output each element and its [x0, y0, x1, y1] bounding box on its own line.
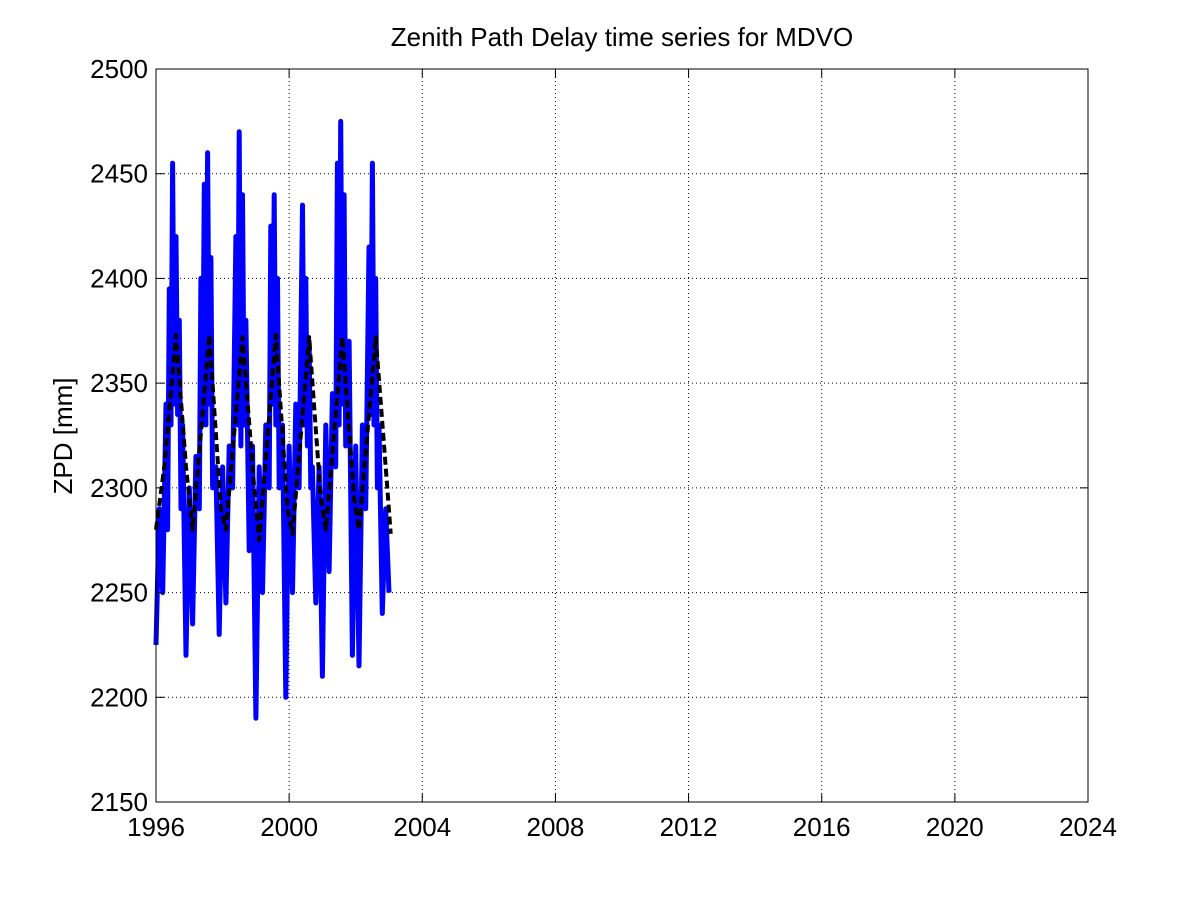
series-line-dashed	[154, 333, 393, 543]
y-tick-label: 2200	[90, 682, 148, 712]
y-tick-label: 2250	[90, 578, 148, 608]
y-tick-label: 2150	[90, 787, 148, 817]
y-tick-label: 2300	[90, 473, 148, 503]
y-tick-label: 2400	[90, 263, 148, 293]
x-tick-label: 2000	[260, 812, 318, 842]
x-tick-label: 2020	[926, 812, 984, 842]
y-tick-label: 2500	[90, 54, 148, 84]
x-tick-label: 1996	[127, 812, 185, 842]
chart-title: Zenith Path Delay time series for MDVO	[391, 22, 853, 52]
y-axis-label: ZPD [mm]	[48, 378, 78, 495]
x-tick-label: 2004	[393, 812, 451, 842]
y-tick-label: 2350	[90, 368, 148, 398]
plot-frame	[155, 68, 1089, 803]
grid	[156, 69, 1088, 802]
x-tick-label: 2016	[793, 812, 851, 842]
x-tick-label: 2024	[1059, 812, 1117, 842]
x-tick-label: 2012	[660, 812, 718, 842]
series-group	[153, 118, 393, 721]
x-tick-label: 2008	[527, 812, 585, 842]
series-line-solid	[153, 118, 392, 721]
y-tick-label: 2450	[90, 159, 148, 189]
axis-ticks: 1996 2000 2004 2008 2012 2016 2020 2024 2150 2200…	[90, 54, 1117, 842]
